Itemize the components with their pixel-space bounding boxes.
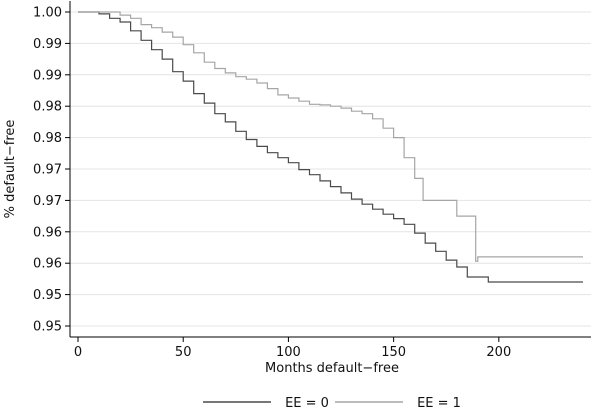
y-axis-title: % default−free bbox=[3, 120, 18, 219]
series-line-1 bbox=[78, 11, 583, 262]
x-tick-label-2: 100 bbox=[276, 345, 301, 360]
y-tick-label-0: 0.95 bbox=[33, 320, 62, 335]
y-tick-label-9: 0.99 bbox=[33, 37, 62, 52]
series-layer bbox=[78, 11, 583, 283]
legend-label-0: EE = 0 bbox=[285, 396, 329, 411]
x-tick-label-3: 150 bbox=[381, 345, 406, 360]
y-tick-label-3: 0.96 bbox=[33, 225, 62, 240]
x-axis-title: Months default−free bbox=[265, 361, 399, 376]
x-ticks: 0 50 100 150 200 bbox=[74, 337, 511, 360]
y-tick-label-1: 0.95 bbox=[33, 288, 62, 303]
y-tick-label-10: 1.00 bbox=[33, 6, 62, 21]
x-tick-label-4: 200 bbox=[486, 345, 511, 360]
y-tick-label-5: 0.97 bbox=[33, 163, 62, 178]
y-tick-label-2: 0.96 bbox=[33, 257, 62, 272]
y-ticks: 0.95 0.95 0.96 0.96 0.97 0.97 0.98 0.98 0.99 0.99… bbox=[33, 6, 70, 335]
y-tick-label-7: 0.98 bbox=[33, 100, 62, 115]
legend-label-1: EE = 1 bbox=[417, 396, 461, 411]
series-line-0 bbox=[78, 11, 583, 283]
x-tick-label-0: 0 bbox=[74, 345, 82, 360]
gridlines bbox=[70, 11, 591, 327]
y-tick-label-8: 0.99 bbox=[33, 68, 62, 83]
legend: EE = 0 EE = 1 bbox=[203, 396, 461, 411]
x-tick-label-1: 50 bbox=[175, 345, 192, 360]
y-tick-label-6: 0.98 bbox=[33, 131, 62, 146]
y-tick-label-4: 0.97 bbox=[33, 194, 62, 209]
